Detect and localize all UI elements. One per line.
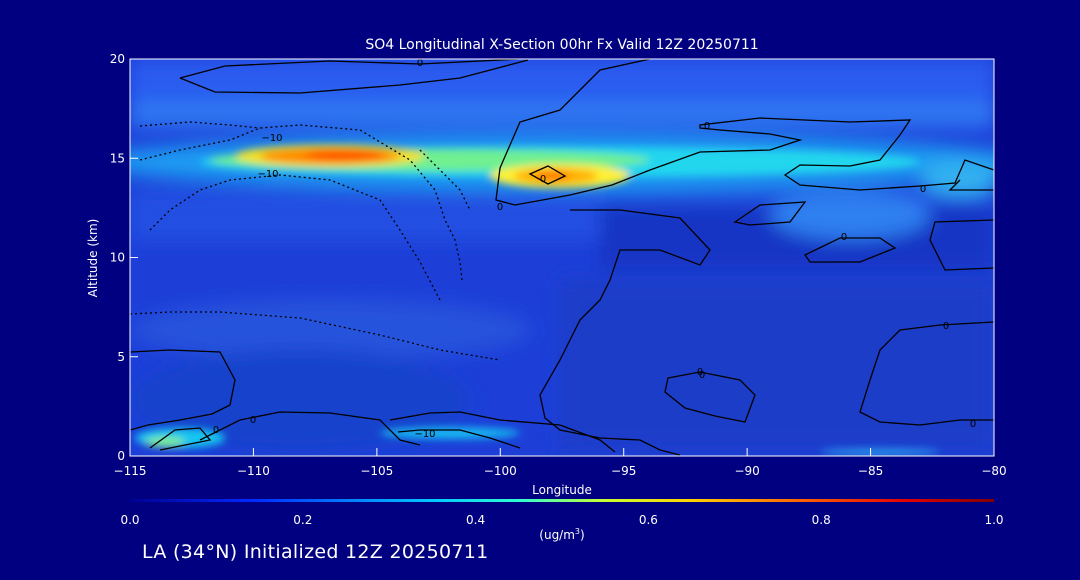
contour-label: 0 xyxy=(417,58,423,69)
contour-label: 0 xyxy=(540,174,546,185)
y-tick-label: 20 xyxy=(110,52,125,66)
contour-label: 0 xyxy=(841,232,847,243)
colorbar-label-end: ) xyxy=(580,528,585,542)
colorbar xyxy=(130,499,994,502)
colorbar-tick-label: 1.0 xyxy=(984,513,1003,527)
x-axis-label: Longitude xyxy=(532,483,592,497)
colorbar-tick-label: 0.4 xyxy=(466,513,485,527)
x-tick-label: −105 xyxy=(360,464,393,478)
x-tick-label: −85 xyxy=(858,464,883,478)
chart-title: SO4 Longitudinal X-Section 00hr Fx Valid… xyxy=(365,37,758,53)
y-axis-label: Altitude (km) xyxy=(86,219,100,298)
x-axis: −115 −110 −105 −100 −95 −90 −85 −80 xyxy=(114,448,1007,478)
footer-caption: LA (34°N) Initialized 12Z 20250711 xyxy=(142,541,489,563)
colorbar-tick-label: 0.8 xyxy=(812,513,831,527)
contour-label: 0 xyxy=(943,321,949,332)
colorbar-label-main: (ug/m xyxy=(539,528,575,542)
contour-label: 0 xyxy=(213,425,219,436)
x-tick-label: −80 xyxy=(981,464,1006,478)
y-tick-label: 5 xyxy=(117,350,125,364)
negative-contours xyxy=(130,121,501,361)
colorbar-label-sup: 3 xyxy=(575,527,580,536)
contour-label: 0 xyxy=(250,415,256,426)
y-tick-label: 0 xyxy=(117,449,125,463)
x-tick-label: −110 xyxy=(237,464,270,478)
colorbar-tick-label: 0.0 xyxy=(120,513,139,527)
y-tick-label: 15 xyxy=(110,151,125,165)
contour-lines xyxy=(130,59,994,456)
colorbar-tick-label: 0.6 xyxy=(639,513,658,527)
concentration-field xyxy=(130,59,994,456)
contour-label: 0 xyxy=(497,202,503,213)
y-axis: 0 5 10 15 20 xyxy=(110,52,138,463)
contour-label: −10 xyxy=(261,133,282,144)
contour-label: 0 xyxy=(697,367,703,378)
x-tick-label: −90 xyxy=(734,464,759,478)
contour-label: 0 xyxy=(699,370,705,381)
x-tick-label: −100 xyxy=(484,464,517,478)
contour-label: −10 xyxy=(257,169,278,180)
contour-label: −10 xyxy=(414,429,435,440)
x-tick-label: −115 xyxy=(114,464,147,478)
y-tick-label: 10 xyxy=(110,251,125,265)
contour-label: 0 xyxy=(704,121,710,132)
x-tick-label: −95 xyxy=(611,464,636,478)
colorbar-tick-label: 0.2 xyxy=(293,513,312,527)
contour-label: 0 xyxy=(920,184,926,195)
colorbar-ticks: 0.0 0.2 0.4 0.6 0.8 1.0 xyxy=(120,513,1003,527)
colorbar-label: (ug/m3) xyxy=(539,527,584,542)
contour-label: 0 xyxy=(970,419,976,430)
